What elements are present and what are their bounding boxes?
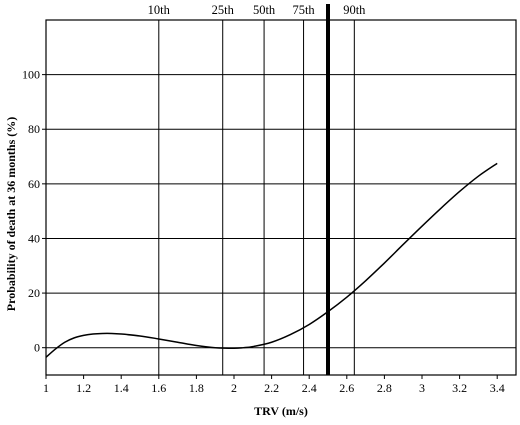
plot-area-frame — [45, 19, 517, 376]
y-tick-labels: 0 20 40 60 80 100 — [22, 68, 40, 355]
x-tick-label-3.2: 3.2 — [452, 381, 467, 395]
x-tick-label-1: 1 — [43, 381, 49, 395]
x-axis-title: TRV (m/s) — [254, 404, 308, 418]
x-tick-label-2.2: 2.2 — [264, 381, 279, 395]
y-tick-label-0: 0 — [34, 341, 40, 355]
x-tick-labels: 1 1.2 1.4 1.6 1.8 2 2.2 2.4 2.6 2.8 3 3.2 3.4 — [43, 381, 505, 395]
x-tick-label-3: 3 — [419, 381, 425, 395]
series-line — [45, 162, 498, 358]
x-tick-label-2.8: 2.8 — [377, 381, 392, 395]
y-tick-label-60: 60 — [28, 177, 40, 191]
y-ticks — [42, 74, 46, 349]
percentile-label-25th: 25th — [212, 3, 235, 17]
percentile-label-50th: 50th — [253, 3, 276, 17]
percentile-label-75th: 75th — [292, 3, 315, 17]
percentile-label-10th: 10th — [148, 3, 171, 17]
y-axis-title: Probability of death at 36 months (%) — [4, 117, 18, 311]
x-tick-label-2: 2 — [231, 381, 237, 395]
y-tick-label-80: 80 — [28, 122, 40, 136]
x-ticks — [45, 375, 498, 379]
x-tick-label-3.4: 3.4 — [490, 381, 505, 395]
x-tick-label-1.8: 1.8 — [189, 381, 204, 395]
x-tick-label-2.6: 2.6 — [339, 381, 354, 395]
percentile-lines — [158, 20, 355, 375]
percentile-label-90th: 90th — [343, 3, 366, 17]
horizontal-gridlines — [46, 74, 516, 349]
y-tick-label-100: 100 — [22, 68, 40, 82]
x-tick-label-1.6: 1.6 — [151, 381, 166, 395]
y-tick-label-40: 40 — [28, 231, 40, 245]
x-tick-label-2.4: 2.4 — [302, 381, 317, 395]
x-tick-label-1.2: 1.2 — [76, 381, 91, 395]
x-tick-label-1.4: 1.4 — [114, 381, 129, 395]
y-tick-label-20: 20 — [28, 286, 40, 300]
percentile-labels: 10th 25th 50th 75th 90th — [148, 3, 366, 17]
